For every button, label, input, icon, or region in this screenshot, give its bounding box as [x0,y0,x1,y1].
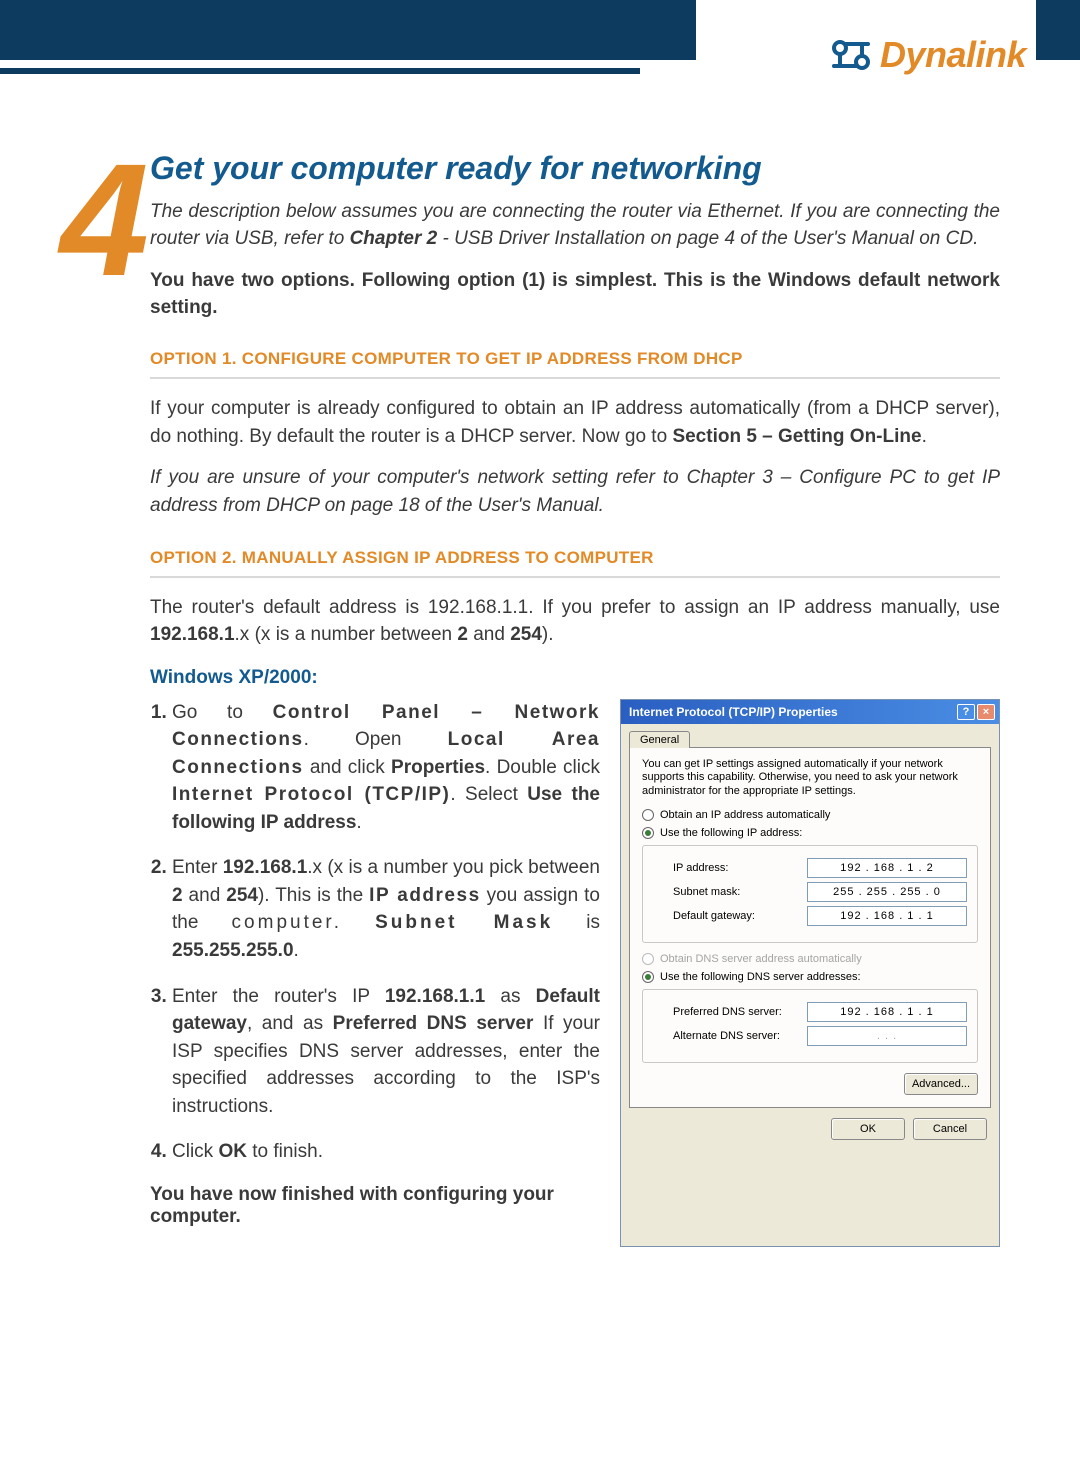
alt-dns-label: Alternate DNS server: [673,1030,780,1042]
winxp-heading: Windows XP/2000: [150,667,1000,689]
option1-p1: If your computer is already configured t… [150,395,1000,450]
ok-button[interactable]: OK [831,1118,905,1140]
logo-icon [828,36,874,74]
steps-list: Go to Control Panel – Network Connection… [150,699,600,1166]
dns-group: Preferred DNS server: 192 . 168 . 1 . 1 … [642,989,978,1063]
dialog-titlebar: Internet Protocol (TCP/IP) Properties ? … [621,700,999,724]
page-title: Get your computer ready for networking [150,150,1000,187]
section-number: 4 [60,140,149,300]
radio-dns-manual-label: Use the following DNS server addresses: [660,971,861,983]
logo-tab: Dynalink [696,0,1036,110]
subnet-label: Subnet mask: [673,886,740,898]
advanced-button[interactable]: Advanced... [904,1073,978,1095]
gateway-label: Default gateway: [673,910,755,922]
dialog-pane: You can get IP settings assigned automat… [629,747,991,1108]
close-button[interactable]: × [977,704,995,720]
tcpip-dialog: Internet Protocol (TCP/IP) Properties ? … [620,699,1000,1247]
radio-icon [642,953,654,965]
radio-icon [642,971,654,983]
tab-general[interactable]: General [629,731,690,748]
ip-address-label: IP address: [673,862,728,874]
step-item: Click OK to finish. [172,1138,600,1166]
radio-icon [642,809,654,821]
radio-ip-manual-label: Use the following IP address: [660,827,802,839]
page-header: Dynalink [0,0,1080,120]
help-button[interactable]: ? [957,704,975,720]
finished-text: You have now finished with configuring y… [150,1184,600,1228]
header-underline [0,68,640,74]
dialog-title: Internet Protocol (TCP/IP) Properties [629,705,838,719]
ip-address-input[interactable]: 192 . 168 . 1 . 2 [807,858,967,878]
radio-dns-auto-label: Obtain DNS server address automatically [660,953,862,965]
cancel-button[interactable]: Cancel [913,1118,987,1140]
gateway-input[interactable]: 192 . 168 . 1 . 1 [807,906,967,926]
radio-icon [642,827,654,839]
step-item: Enter the router's IP 192.168.1.1 as Def… [172,983,600,1121]
lead-paragraph: You have two options. Following option (… [150,268,1000,321]
pref-dns-input[interactable]: 192 . 168 . 1 . 1 [807,1002,967,1022]
page-content: 4 Get your computer ready for networking… [0,120,1080,1307]
option2-p1: The router's default address is 192.168.… [150,594,1000,649]
option1-heading: OPTION 1. CONFIGURE COMPUTER TO GET IP A… [150,349,1000,379]
option2-heading: OPTION 2. MANUALLY ASSIGN IP ADDRESS TO … [150,548,1000,578]
radio-dns-manual-row[interactable]: Use the following DNS server addresses: [642,971,978,983]
intro-paragraph: The description below assumes you are co… [150,199,1000,252]
pref-dns-label: Preferred DNS server: [673,1006,782,1018]
ip-group: IP address: 192 . 168 . 1 . 2 Subnet mas… [642,845,978,943]
radio-ip-manual-row[interactable]: Use the following IP address: [642,827,978,839]
radio-dns-auto-row: Obtain DNS server address automatically [642,953,978,965]
step-item: Go to Control Panel – Network Connection… [172,699,600,837]
option1-p2: If you are unsure of your computer's net… [150,464,1000,519]
logo-text: Dynalink [880,34,1026,76]
alt-dns-input[interactable]: . . . [807,1026,967,1046]
step-item: Enter 192.168.1.x (x is a number you pic… [172,854,600,964]
radio-ip-auto-row[interactable]: Obtain an IP address automatically [642,809,978,821]
dialog-description: You can get IP settings assigned automat… [642,758,978,799]
subnet-input[interactable]: 255 . 255 . 255 . 0 [807,882,967,902]
radio-ip-auto-label: Obtain an IP address automatically [660,809,830,821]
